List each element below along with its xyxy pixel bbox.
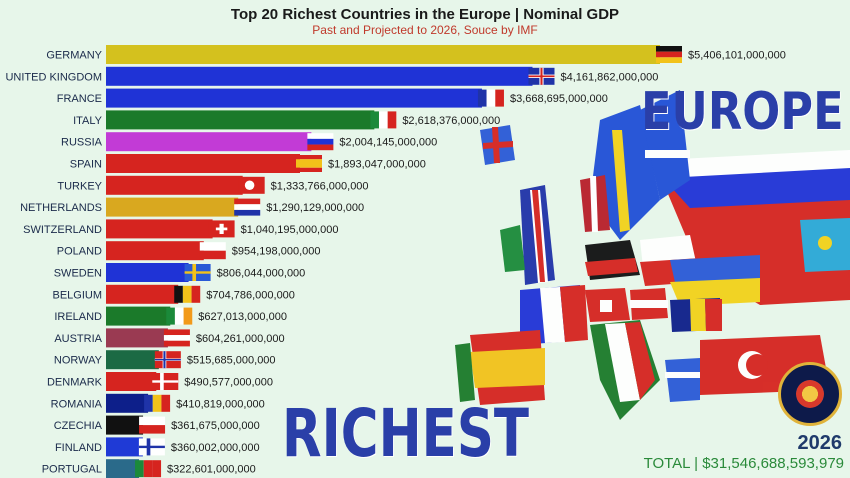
category-label: SWITZERLAND	[23, 224, 102, 236]
flag-netherlands-icon	[234, 198, 261, 216]
flag-italy-icon	[370, 111, 397, 129]
bar	[106, 132, 312, 152]
flag-austria-icon	[163, 329, 190, 347]
value-label: $360,002,000,000	[171, 442, 260, 454]
value-label: $2,004,145,000,000	[339, 137, 437, 149]
bar	[106, 219, 213, 239]
bar	[106, 415, 144, 435]
bar	[106, 66, 533, 86]
bar	[106, 459, 140, 478]
category-label: ROMANIA	[51, 398, 103, 410]
value-label: $4,161,862,000,000	[560, 71, 658, 83]
category-label: TURKEY	[57, 180, 102, 192]
bar	[106, 350, 159, 370]
value-label: $1,040,195,000,000	[241, 224, 339, 236]
bar	[106, 263, 189, 282]
cityglobe-logo	[778, 362, 842, 426]
category-label: FRANCE	[57, 93, 102, 105]
bar	[106, 154, 300, 173]
flag-denmark-icon	[152, 373, 179, 390]
value-label: $627,013,000,000	[198, 311, 287, 323]
flag-norway-icon	[154, 351, 181, 369]
flag-poland-icon	[199, 242, 226, 260]
bar	[106, 110, 375, 130]
flag-belgium-icon	[174, 285, 201, 303]
flag-czechia-icon	[139, 416, 166, 434]
bar	[106, 328, 168, 348]
value-label: $704,786,000,000	[206, 289, 295, 301]
category-label: AUSTRIA	[54, 333, 102, 345]
flag-ireland-icon	[166, 307, 193, 325]
category-label: CZECHIA	[54, 420, 103, 432]
bar	[106, 197, 239, 217]
bar	[106, 175, 243, 195]
value-label: $515,685,000,000	[187, 355, 276, 367]
category-label: SWEDEN	[54, 268, 102, 280]
category-label: RUSSIA	[61, 137, 103, 149]
flag-germany-icon	[656, 46, 682, 63]
category-label: POLAND	[57, 246, 102, 258]
bar	[106, 241, 204, 261]
flag-russia-icon	[307, 133, 334, 151]
value-label: $1,893,047,000,000	[328, 159, 426, 171]
value-label: $1,290,129,000,000	[266, 202, 364, 214]
europe-headline: EUROPE	[641, 82, 844, 142]
chart-title: Top 20 Richest Countries in the Europe |…	[230, 6, 620, 23]
value-label: $1,333,766,000,000	[271, 180, 369, 192]
value-label: $361,675,000,000	[171, 420, 260, 432]
category-label: UNITED KINGDOM	[5, 71, 102, 83]
value-label: $604,261,000,000	[196, 333, 285, 345]
category-label: BELGIUM	[52, 289, 102, 301]
flag-uk-icon	[528, 67, 555, 85]
bar	[106, 372, 157, 391]
bar	[106, 393, 149, 413]
value-label: $322,601,000,000	[167, 464, 256, 476]
category-label: NORWAY	[54, 355, 103, 367]
category-label: IRELAND	[54, 311, 102, 323]
bar	[106, 45, 660, 64]
flag-portugal-icon	[135, 460, 162, 478]
richest-headline: RICHEST	[282, 395, 530, 472]
globe-icon	[796, 380, 824, 408]
flag-france-icon	[477, 89, 504, 107]
flag-finland-icon	[138, 438, 165, 456]
flag-spain-icon	[295, 155, 322, 172]
category-label: PORTUGAL	[42, 464, 102, 476]
category-label: ITALY	[73, 115, 103, 127]
total-label: TOTAL | $31,546,688,593,979	[643, 455, 844, 472]
bar	[106, 88, 482, 108]
category-label: DENMARK	[47, 377, 103, 389]
value-label: $5,406,101,000,000	[688, 50, 786, 62]
value-label: $954,198,000,000	[232, 246, 321, 258]
category-label: SPAIN	[70, 159, 102, 171]
bar	[106, 437, 143, 457]
chart-subtitle: Past and Projected to 2026, Souce by IMF	[312, 23, 538, 37]
value-label: $490,577,000,000	[184, 377, 273, 389]
flag-switzerland-icon	[208, 220, 235, 238]
flag-sweden-icon	[184, 264, 211, 281]
value-label: $410,819,000,000	[176, 398, 265, 410]
value-label: $3,668,695,000,000	[510, 93, 608, 105]
flag-turkey-icon	[238, 176, 265, 194]
bar	[106, 306, 171, 326]
category-label: GERMANY	[46, 50, 102, 62]
value-label: $2,618,376,000,000	[402, 115, 500, 127]
year-label: 2026	[797, 432, 843, 454]
category-label: NETHERLANDS	[20, 202, 102, 214]
bar	[106, 284, 179, 304]
value-label: $806,044,000,000	[217, 268, 306, 280]
category-label: FINLAND	[55, 442, 102, 454]
flag-romania-icon	[144, 394, 171, 412]
